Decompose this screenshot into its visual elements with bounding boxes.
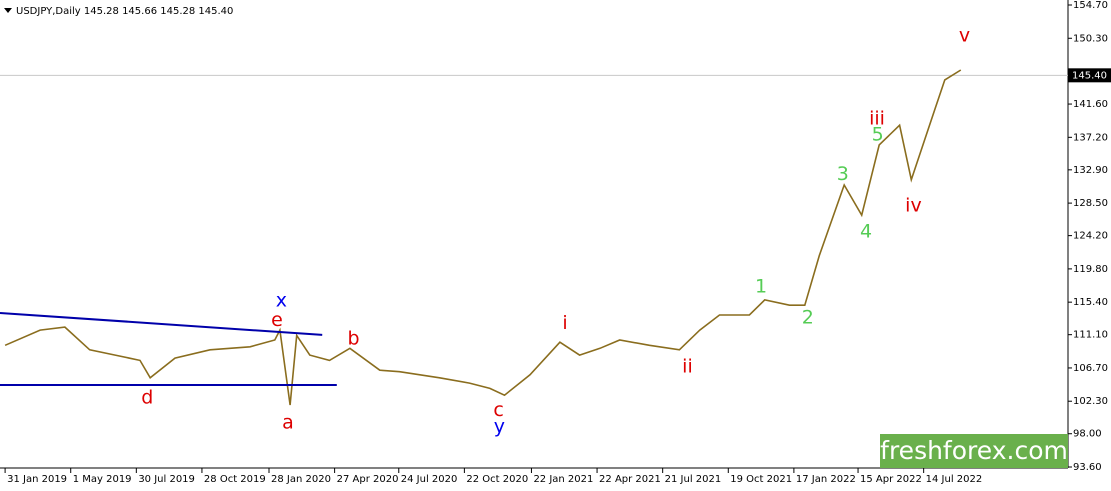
- trend-line: [0, 311, 323, 336]
- x-tick-label: 27 Apr 2020: [337, 474, 399, 485]
- y-tick-label: 154.70: [1073, 0, 1108, 11]
- price-label-box: [1068, 68, 1111, 83]
- wave-label: e: [271, 309, 283, 331]
- wave-label: iv: [905, 195, 922, 217]
- wave-label: c: [493, 399, 503, 421]
- x-tick-label: 21 Jul 2021: [665, 474, 722, 485]
- y-tick-label: 93.60: [1073, 462, 1102, 473]
- wave-label: 4: [860, 220, 872, 242]
- y-tick-label: 98.00: [1073, 429, 1102, 440]
- y-tick-label: 111.10: [1073, 330, 1108, 341]
- x-tick-label: 30 Jul 2019: [138, 474, 195, 485]
- x-tick-label: 14 Jul 2022: [926, 474, 983, 485]
- wave-label: a: [282, 412, 294, 434]
- x-tick-label: 22 Apr 2021: [599, 474, 661, 485]
- chart-title: USDJPY,Daily 145.28 145.66 145.28 145.40: [16, 6, 233, 17]
- wave-label: iii: [869, 108, 885, 130]
- y-tick-label: 102.30: [1073, 396, 1108, 407]
- y-tick-label: 119.80: [1073, 264, 1108, 275]
- x-tick-label: 28 Oct 2019: [204, 474, 266, 485]
- wave-label: ii: [682, 356, 693, 378]
- x-tick-label: 22 Jan 2021: [533, 474, 593, 485]
- wave-label: x: [276, 290, 287, 312]
- wave-label: i: [562, 312, 567, 334]
- y-tick-label: 141.60: [1073, 99, 1108, 110]
- wave-label: v: [959, 25, 970, 47]
- wave-label: y: [494, 415, 505, 437]
- y-tick-label: 128.50: [1073, 198, 1108, 209]
- x-tick-label: 15 Apr 2022: [860, 474, 922, 485]
- wave-label: 1: [755, 276, 767, 298]
- x-tick-label: 22 Oct 2020: [466, 474, 528, 485]
- x-tick-label: 28 Jan 2020: [271, 474, 331, 485]
- x-tick-label: 24 Jul 2020: [401, 474, 458, 485]
- x-tick-label: 17 Jan 2022: [796, 474, 856, 485]
- x-tick-label: 1 May 2019: [73, 474, 132, 485]
- y-tick-label: 106.70: [1073, 363, 1108, 374]
- watermark: freshforex.com: [880, 436, 1068, 465]
- watermark-box: [880, 434, 1068, 468]
- wave-label: 2: [802, 307, 814, 329]
- wave-label: 3: [837, 163, 849, 185]
- y-tick-label: 132.90: [1073, 165, 1108, 176]
- y-tick-label: 115.40: [1073, 297, 1108, 308]
- wave-label: d: [141, 387, 153, 409]
- menu-arrow: [4, 8, 12, 13]
- price-label: 145.40: [1072, 70, 1107, 81]
- x-tick-label: 19 Oct 2021: [730, 474, 792, 485]
- y-tick-label: 137.20: [1073, 132, 1108, 143]
- y-tick-label: 124.20: [1073, 231, 1108, 242]
- x-tick-label: 31 Jan 2019: [7, 474, 67, 485]
- y-tick-label: 150.30: [1073, 33, 1108, 44]
- wave-label: 5: [872, 124, 884, 146]
- wave-label: b: [348, 328, 360, 350]
- price-line-series: [4, 69, 962, 406]
